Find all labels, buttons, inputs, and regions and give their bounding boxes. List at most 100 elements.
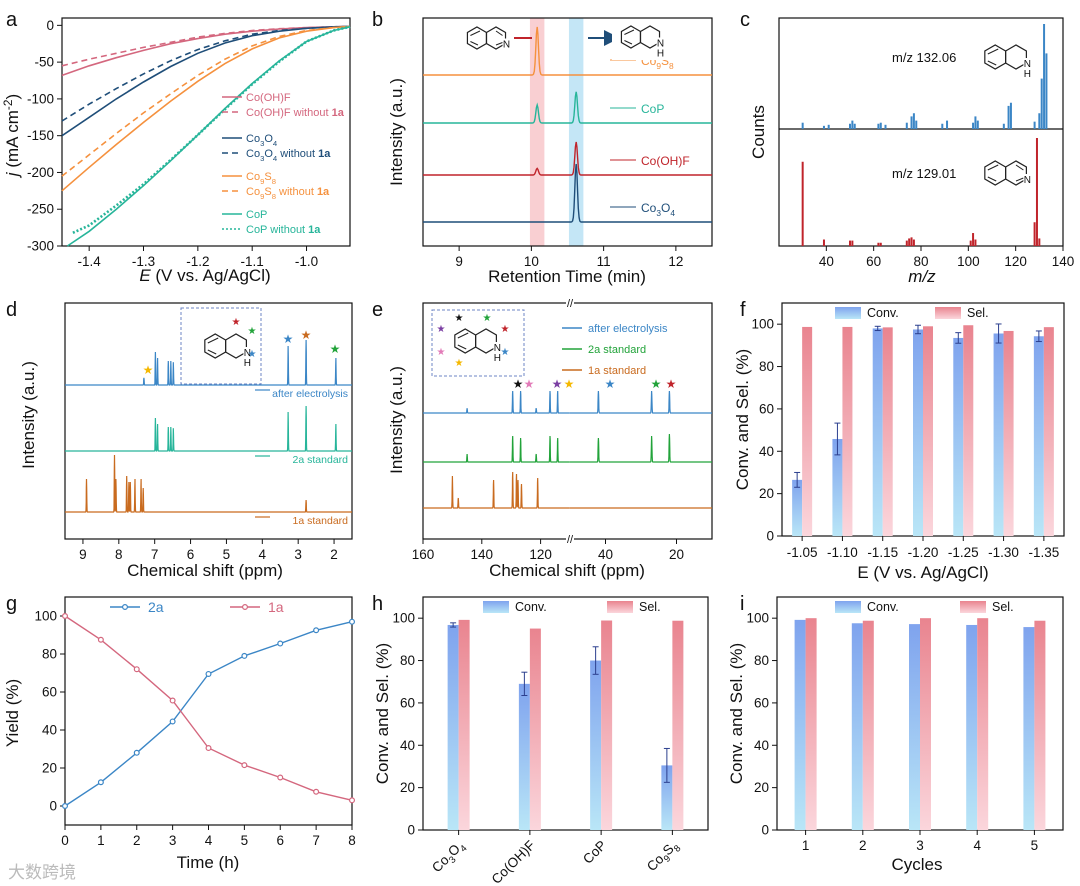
yield-point [277, 640, 284, 647]
x-tick-label: 9 [79, 547, 87, 562]
assignment-star: ★ [524, 377, 535, 391]
ms-bar-bottom [1033, 222, 1036, 246]
x-tick-label: 5 [223, 547, 231, 562]
text-span: E [139, 266, 151, 285]
text-span: without [267, 224, 308, 236]
y-axis-label-b: Intensity (a.u.) [387, 78, 406, 186]
tetrahydroquinoline-structure-c: NH [984, 44, 1033, 80]
legend-conv: Conv. [867, 306, 899, 320]
text-span: 1a [318, 148, 331, 160]
text-span: 9 [656, 61, 661, 71]
text-span: 3 [260, 154, 264, 163]
x-tick-label: 20 [669, 547, 684, 562]
bar-conv [447, 624, 459, 830]
ring-star: ★ [455, 313, 464, 324]
tetrahydroquinoline-structure-e: NH [454, 328, 503, 364]
text-span: O [264, 133, 273, 145]
yield-point [61, 802, 68, 809]
ms-bar-bottom [972, 233, 975, 246]
x-tick-label: Co9S8 [644, 838, 683, 877]
yield-point [133, 749, 140, 756]
double-bond [987, 176, 997, 182]
x-tick-label: -1.05 [787, 545, 818, 560]
text-span: 1a [308, 224, 321, 236]
bar-sel [1003, 330, 1014, 536]
legend-entry: Co(OH)F [246, 92, 291, 104]
yield-point [169, 697, 176, 704]
chromatogram-trace [423, 91, 712, 124]
ms-bar-top [1033, 121, 1036, 129]
y-tick-label: 40 [754, 738, 769, 753]
y-tick-label: -300 [27, 239, 54, 254]
text-span: Co(OH)F [641, 154, 690, 168]
bar-sel [802, 326, 813, 536]
bar-conv [993, 333, 1004, 536]
double-bond [495, 30, 503, 36]
nitrogen-atom: N [657, 39, 664, 50]
x-tick-label: 140 [471, 547, 494, 562]
x-tick-label: 8 [348, 833, 356, 848]
x-tick-label: -1.4 [78, 254, 102, 269]
double-bond [457, 332, 469, 339]
ms-bar-bottom [877, 242, 880, 246]
legend-conv: Conv. [867, 600, 899, 614]
benzene-ring [984, 44, 1007, 70]
x-tick-label: -1.20 [908, 545, 939, 560]
x-tick-label: Co3O4 [429, 838, 470, 879]
panel-label-h: h [372, 593, 383, 615]
ms-bar-top [1002, 123, 1005, 129]
yield-point [277, 774, 284, 781]
ring-star: ★ [437, 324, 446, 335]
text-span: CoP [580, 838, 609, 867]
highlight-band [568, 18, 584, 246]
x-tick-label: 5 [241, 833, 249, 848]
yield-point [169, 718, 176, 725]
bar-sel [862, 620, 874, 830]
y-tick-label: 60 [400, 695, 415, 710]
text-span: 8 [669, 61, 674, 71]
chromatogram-trace [423, 163, 712, 223]
series-line-co3o4 [61, 25, 351, 137]
ms-bar-bottom [974, 239, 977, 246]
yield-point [241, 762, 248, 769]
ms-bar-top [827, 124, 830, 129]
text-span: CoP [246, 224, 267, 236]
bar-sel [672, 620, 684, 830]
x-tick-label: -1.35 [1028, 545, 1059, 560]
x-tick-label: -1.0 [295, 254, 318, 269]
text-span: 9 [260, 177, 264, 186]
ms-bar-top [905, 122, 908, 129]
y-axis-label-c: Counts [749, 105, 768, 159]
x-axis-label-i: Cycles [891, 855, 942, 874]
nitrogen-atom: N [494, 343, 501, 354]
text-span: O [661, 201, 670, 215]
double-bond [207, 337, 219, 344]
ms-bar-top [851, 120, 854, 129]
hydrogen-atom: H [1024, 69, 1031, 80]
ms-bar-bottom [879, 242, 882, 246]
x-tick-label: 11 [597, 254, 611, 269]
quinoline-structure-c: N [984, 160, 1033, 186]
y-tick-label: 20 [400, 780, 415, 795]
nitrogen-atom: N [1024, 175, 1031, 186]
legend-entry: Co9S8 without 1a [246, 186, 330, 201]
bar-sel [529, 628, 541, 830]
legend-swatch-sel [935, 307, 961, 319]
text-span: Co [641, 201, 657, 215]
legend-conv: Conv. [515, 600, 547, 614]
ms-bar-top [972, 122, 975, 129]
ms-bar-top [910, 116, 913, 129]
yield-point [349, 618, 356, 625]
highlight-band [529, 18, 545, 246]
y-axis-label-f: Conv. and Sel. (%) [733, 349, 752, 490]
bar-conv [953, 337, 964, 536]
y-axis-label-d: Intensity (a.u.) [19, 361, 38, 469]
ms-bar-top [974, 116, 977, 129]
y-tick-label: -200 [27, 165, 54, 180]
series-line-cop-without-1a [72, 25, 351, 234]
x-tick-label: Co(OH)F [489, 838, 538, 886]
x-tick-label: 3 [169, 833, 177, 848]
yield-point [97, 779, 104, 786]
legend-sel: Sel. [967, 306, 989, 320]
plot-frame-g [64, 596, 353, 826]
